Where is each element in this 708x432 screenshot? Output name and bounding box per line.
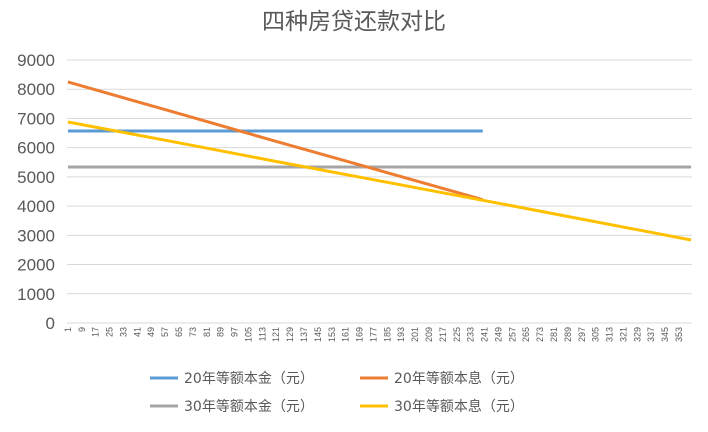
x-tick-label: 177: [368, 327, 378, 342]
x-tick-label: 25: [105, 327, 115, 337]
x-tick-label: 41: [132, 327, 142, 337]
x-tick-label: 105: [243, 327, 253, 342]
x-tick-label: 233: [466, 327, 476, 342]
x-tick-label: 153: [327, 327, 337, 342]
y-tick-label: 5000: [17, 168, 55, 187]
legend-label: 30年等额本金（元）: [184, 398, 314, 415]
x-tick-label: 337: [646, 327, 656, 342]
x-tick-label: 225: [452, 327, 462, 342]
x-tick-label: 169: [355, 327, 365, 342]
x-tick-label: 345: [660, 327, 670, 342]
series-line-3: [67, 120, 692, 242]
y-tick-label: 3000: [17, 226, 55, 245]
legend-label: 20年等额本金（元）: [184, 370, 314, 387]
x-tick-label: 329: [632, 327, 642, 342]
x-tick-label: 265: [521, 327, 531, 342]
y-tick-label: 9000: [17, 51, 55, 70]
x-tick-label: 17: [91, 327, 101, 337]
legend-item: 30年等额本息（元）: [360, 398, 524, 415]
x-tick-label: 161: [341, 327, 351, 342]
x-tick-label: 185: [382, 327, 392, 342]
x-tick-label: 217: [438, 327, 448, 342]
x-tick-label: 209: [424, 327, 434, 342]
legend-item: 20年等额本金（元）: [150, 370, 314, 387]
x-tick-label: 65: [174, 327, 184, 337]
x-tick-label: 145: [313, 327, 323, 342]
y-tick-label: 1000: [17, 285, 55, 304]
x-tick-label: 1: [63, 327, 73, 332]
y-tick-label: 2000: [17, 256, 55, 275]
x-tick-label: 57: [160, 327, 170, 337]
y-tick-label: 4000: [17, 197, 55, 216]
x-tick-label: 33: [118, 327, 128, 337]
x-tick-label: 201: [410, 327, 420, 342]
x-tick-label: 97: [230, 327, 240, 337]
x-tick-label: 9: [77, 327, 87, 332]
legend-item: 30年等额本金（元）: [150, 398, 314, 415]
x-tick-label: 241: [480, 327, 490, 342]
x-tick-label: 297: [577, 327, 587, 342]
legend-item: 20年等额本息（元）: [360, 370, 524, 387]
legend-label: 30年等额本息（元）: [394, 398, 524, 415]
x-tick-label: 289: [563, 327, 573, 342]
y-tick-label: 8000: [17, 80, 55, 99]
x-tick-label: 49: [146, 327, 156, 337]
x-tick-label: 193: [396, 327, 406, 342]
x-tick-label: 137: [299, 327, 309, 342]
y-tick-label: 0: [46, 314, 55, 333]
x-tick-label: 321: [618, 327, 628, 342]
legend-label: 20年等额本息（元）: [394, 370, 524, 387]
y-tick-label: 6000: [17, 139, 55, 158]
x-tick-label: 305: [591, 327, 601, 342]
x-tick-label: 81: [202, 327, 212, 337]
x-tick-label: 129: [285, 327, 295, 342]
x-tick-label: 89: [216, 327, 226, 337]
x-tick-label: 281: [549, 327, 559, 342]
x-tick-label: 249: [493, 327, 503, 342]
x-tick-label: 257: [507, 327, 517, 342]
x-tick-label: 353: [674, 327, 684, 342]
x-tick-label: 313: [605, 327, 615, 342]
chart-title: 四种房贷还款对比: [262, 9, 446, 35]
x-tick-label: 273: [535, 327, 545, 342]
y-tick-label: 7000: [17, 109, 55, 128]
series-line-1: [67, 80, 484, 202]
x-tick-label: 121: [271, 327, 281, 342]
x-tick-label: 113: [257, 327, 267, 341]
x-tick-label: 73: [188, 327, 198, 337]
